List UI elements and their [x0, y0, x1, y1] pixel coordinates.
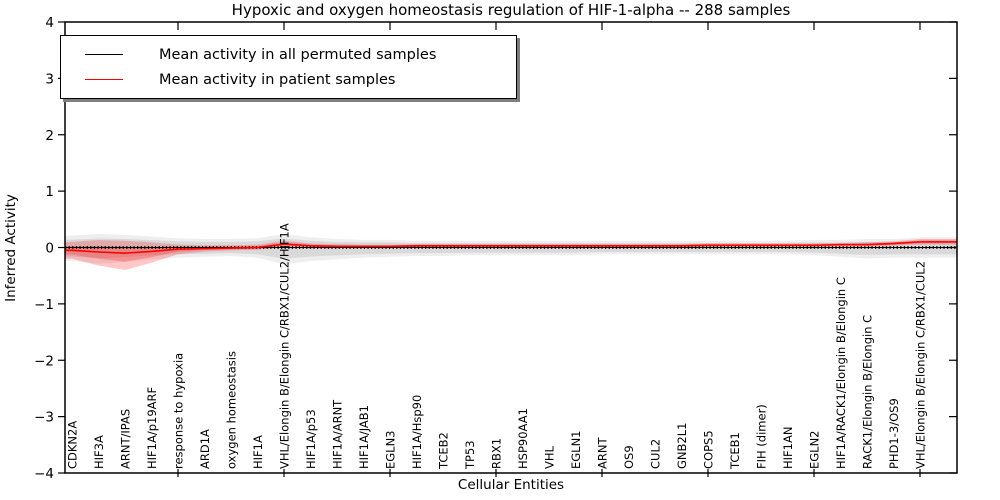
x-tick-label: HSP90AA1	[516, 408, 530, 469]
x-tick-label: HIF3A	[92, 435, 106, 469]
x-tick-label: ARNT	[596, 437, 610, 469]
x-tick-label: HIF1A/p53	[304, 409, 318, 469]
x-tick-label: CUL2	[649, 439, 663, 469]
x-tick-label: response to hypoxia	[172, 353, 186, 469]
x-tick-label: COPS5	[702, 430, 716, 469]
y-tick-label: 4	[45, 15, 54, 31]
x-tick-label: HIF1A/JAB1	[357, 405, 371, 469]
legend-label-patient: Mean activity in patient samples	[159, 71, 396, 88]
x-tick-label: TP53	[463, 440, 477, 470]
y-tick-label: 0	[45, 241, 54, 257]
x-tick-label: HIF1A/RACK1/Elongin B/Elongin C	[834, 277, 848, 469]
x-tick-label: RACK1/Elongin B/Elongin C	[861, 315, 875, 469]
x-tick-label: VHL/Elongin B/Elongin C/RBX1/CUL2	[914, 261, 928, 469]
x-axis-label: Cellular Entities	[457, 477, 565, 493]
x-tick-label: HIF1AN	[781, 427, 795, 469]
x-tick-label: OS9	[622, 445, 636, 469]
y-tick-label: −3	[34, 410, 54, 426]
y-tick-label: −4	[34, 466, 54, 482]
chart-title: Hypoxic and oxygen homeostasis regulatio…	[231, 1, 791, 19]
x-tick-label: HIF1A/p19ARF	[145, 387, 159, 469]
legend: Mean activity in all permuted samples Me…	[60, 35, 517, 99]
x-tick-label: HIF1A/Hsp90	[410, 395, 424, 469]
y-tick-label: 1	[45, 184, 54, 200]
legend-item-patient: Mean activity in patient samples	[85, 72, 516, 88]
y-axis-label: Inferred Activity	[3, 194, 19, 302]
y-tick-label: −2	[34, 353, 54, 369]
x-tick-label: VHL	[543, 445, 557, 469]
legend-label-permuted: Mean activity in all permuted samples	[159, 46, 437, 63]
permuted-band	[65, 238, 957, 259]
legend-item-permuted: Mean activity in all permuted samples	[85, 47, 516, 63]
x-tick-label: ARNT/IPAS	[119, 409, 133, 469]
patient-mean-line	[65, 241, 957, 254]
x-tick-label: TCEB1	[728, 432, 742, 470]
x-tick-label: EGLN1	[569, 430, 583, 469]
y-tick-label: −1	[34, 297, 54, 313]
x-tick-label: FIH (dimer)	[755, 404, 769, 469]
x-tick-label: ARD1A	[198, 429, 212, 469]
x-tick-label: VHL/Elongin B/Elongin C/RBX1/CUL2/HIF1A	[278, 223, 292, 469]
x-tick-label: TCEB2	[437, 432, 451, 470]
x-tick-label: GNB2L1	[675, 423, 689, 469]
x-tick-label: HIF1A	[251, 435, 265, 469]
x-tick-label: RBX1	[490, 438, 504, 469]
x-tick-label: CDKN2A	[66, 421, 80, 469]
x-tick-label: PHD1-3/OS9	[887, 398, 901, 469]
patient-band	[65, 239, 957, 271]
x-tick-label: oxygen homeostasis	[225, 351, 239, 469]
y-tick-label: 2	[45, 128, 54, 144]
x-tick-label: EGLN2	[808, 430, 822, 469]
x-tick-label: EGLN3	[384, 430, 398, 469]
x-tick-label: HIF1A/ARNT	[331, 399, 345, 469]
y-tick-label: 3	[45, 71, 54, 87]
legend-line-permuted	[85, 54, 123, 55]
legend-line-patient	[85, 79, 123, 80]
